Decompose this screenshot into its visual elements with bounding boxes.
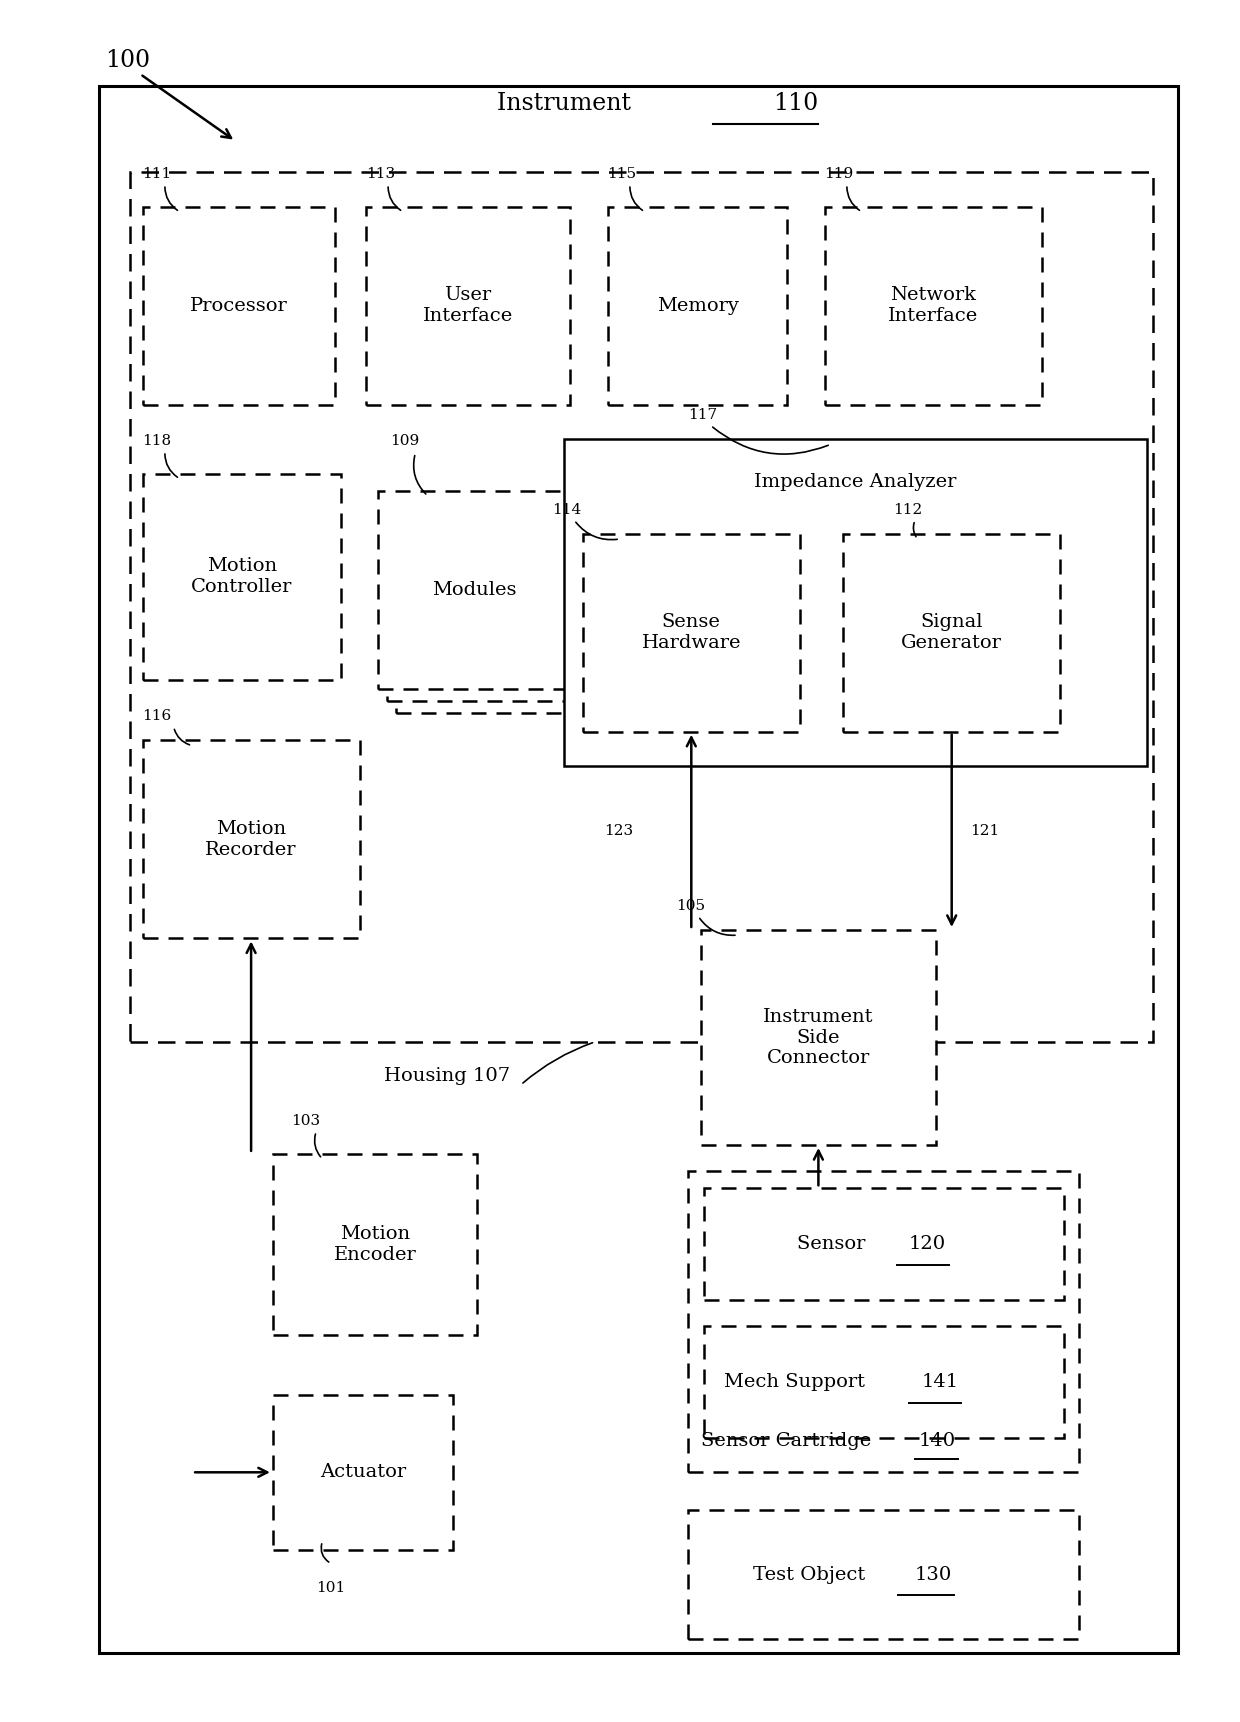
Bar	[143, 474, 341, 680]
Text: 114: 114	[552, 503, 582, 517]
Text: Memory: Memory	[656, 296, 739, 315]
Text: Network
Interface: Network Interface	[888, 286, 978, 325]
Text: 141: 141	[921, 1372, 959, 1391]
Bar	[688, 1510, 1079, 1639]
Text: 101: 101	[316, 1581, 346, 1595]
Text: 109: 109	[391, 434, 420, 448]
Text: Motion
Encoder: Motion Encoder	[334, 1224, 417, 1264]
Text: Sensor: Sensor	[797, 1235, 872, 1254]
Bar	[273, 1154, 477, 1335]
Bar	[396, 515, 588, 713]
Text: Modules: Modules	[432, 580, 517, 599]
Text: 140: 140	[919, 1433, 956, 1450]
Text: 110: 110	[774, 91, 818, 115]
Bar	[843, 534, 1060, 732]
Bar	[564, 439, 1147, 766]
Text: Motion
Controller: Motion Controller	[191, 558, 293, 596]
Text: 100: 100	[105, 48, 150, 72]
Bar	[608, 207, 787, 405]
Bar	[701, 930, 936, 1145]
Text: Instrument
Side
Connector: Instrument Side Connector	[763, 1007, 874, 1068]
Text: Sense
Hardware: Sense Hardware	[641, 613, 742, 653]
Text: 103: 103	[291, 1114, 320, 1128]
Text: Test Object: Test Object	[753, 1565, 870, 1584]
Text: 115: 115	[608, 167, 636, 181]
Text: User
Interface: User Interface	[423, 286, 513, 325]
Text: Mech Support: Mech Support	[724, 1372, 872, 1391]
Text: Housing 107: Housing 107	[384, 1068, 511, 1085]
Text: Actuator: Actuator	[320, 1464, 405, 1481]
Bar	[688, 1171, 1079, 1472]
Text: 113: 113	[366, 167, 394, 181]
Bar	[378, 491, 570, 689]
Bar	[366, 207, 570, 405]
Bar	[273, 1395, 453, 1550]
Text: 105: 105	[676, 899, 704, 913]
Text: Instrument: Instrument	[497, 91, 639, 115]
Text: 111: 111	[143, 167, 172, 181]
Text: 119: 119	[825, 167, 854, 181]
Bar	[387, 503, 579, 701]
Bar	[704, 1326, 1064, 1438]
Text: 112: 112	[893, 503, 923, 517]
Text: Impedance Analyzer: Impedance Analyzer	[754, 474, 957, 491]
Text: 123: 123	[605, 823, 634, 839]
Text: Motion
Recorder: Motion Recorder	[206, 820, 296, 859]
Bar	[130, 172, 1153, 1042]
Text: Signal
Generator: Signal Generator	[901, 613, 1002, 653]
Bar	[704, 1188, 1064, 1300]
Bar	[143, 207, 335, 405]
Text: Sensor Cartridge: Sensor Cartridge	[701, 1433, 878, 1450]
Text: 121: 121	[971, 823, 999, 839]
Text: 116: 116	[143, 709, 172, 723]
Text: 120: 120	[909, 1235, 946, 1254]
Text: 130: 130	[914, 1565, 952, 1584]
Bar	[99, 86, 1178, 1653]
Bar	[583, 534, 800, 732]
Text: 118: 118	[143, 434, 171, 448]
Text: 117: 117	[688, 408, 717, 422]
Text: Processor: Processor	[190, 296, 288, 315]
Bar	[825, 207, 1042, 405]
Bar	[143, 740, 360, 938]
